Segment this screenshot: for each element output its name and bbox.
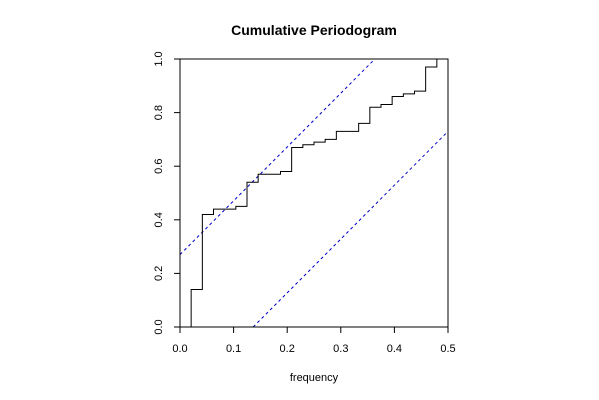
y-tick-label: 0.4 (153, 212, 165, 227)
y-tick-label: 0.6 (153, 159, 165, 174)
plot-frame (179, 58, 449, 328)
cumulative-periodogram-step-line (190, 58, 448, 327)
x-tick-label: 0.4 (387, 343, 402, 355)
plot-area (179, 58, 449, 328)
x-tick-label: 0.3 (333, 343, 348, 355)
confidence-band-line-1 (179, 58, 376, 255)
x-axis: 0.0 0.1 0.2 0.3 0.4 0.5 (172, 326, 456, 355)
x-axis-label: frequency (290, 372, 339, 384)
y-axis: 0.0 0.2 0.4 0.6 0.8 1.0 (153, 51, 181, 335)
x-tick-label: 0.0 (172, 343, 187, 355)
confidence-band-line-2 (252, 131, 449, 328)
y-tick-label: 0.8 (153, 105, 165, 120)
y-tick-label: 0.2 (153, 266, 165, 281)
y-tick-label: 0.0 (153, 319, 165, 334)
chart-title: Cumulative Periodogram (231, 22, 397, 38)
x-tick-label: 0.2 (280, 343, 295, 355)
x-tick-label: 0.1 (226, 343, 241, 355)
y-tick-label: 1.0 (153, 51, 165, 66)
x-tick-label: 0.5 (440, 343, 455, 355)
